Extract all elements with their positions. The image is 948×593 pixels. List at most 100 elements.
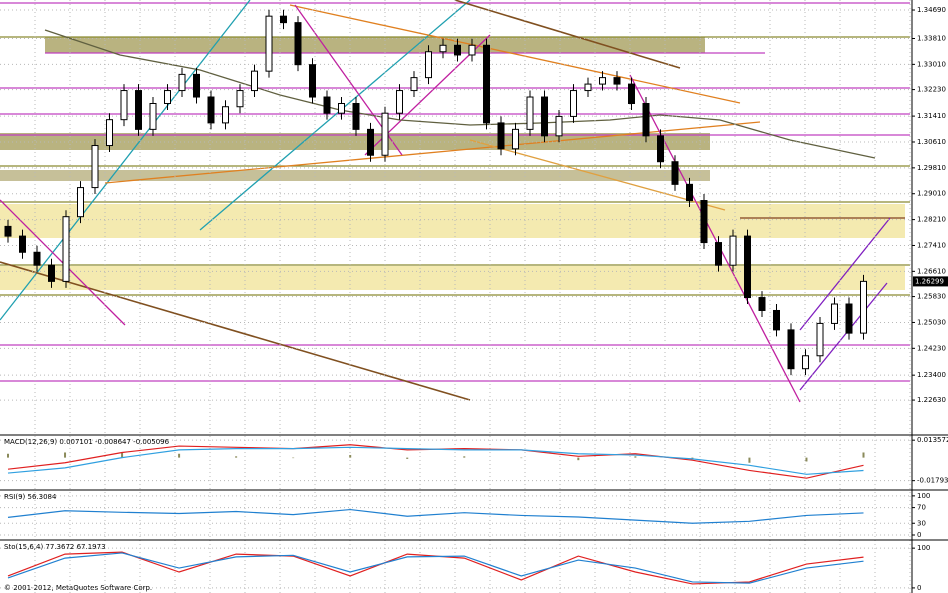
y-tick-label: -0.01793 (917, 477, 948, 485)
candle-body (570, 90, 577, 117)
candle-body (178, 73, 186, 92)
y-tick-label: 1.25030 (917, 318, 946, 326)
candle-body (657, 135, 664, 163)
candle-body (816, 322, 824, 357)
y-tick-label: 1.29010 (917, 190, 946, 198)
histogram-bar (292, 457, 295, 459)
histogram-bar (577, 457, 580, 461)
candle-body (4, 225, 12, 237)
candle-body (845, 303, 853, 334)
candle-body (526, 96, 534, 130)
candle-body (381, 112, 389, 156)
histogram-bar (634, 456, 637, 458)
candle-body (149, 102, 157, 130)
candle-body (425, 51, 432, 79)
histogram-bar (121, 452, 124, 458)
candle-body (483, 44, 490, 124)
candle-body (439, 44, 447, 53)
candle-body (497, 122, 505, 150)
candle-body (77, 187, 84, 218)
candle-body (352, 102, 360, 130)
histogram-bar (178, 453, 181, 458)
y-tick-label: 1.22630 (917, 396, 946, 404)
y-tick-label: 100 (917, 492, 930, 500)
y-tick-label: 100 (917, 544, 930, 552)
candle-body (19, 235, 26, 253)
y-tick-label: 1.27410 (917, 241, 946, 249)
histogram-bar (520, 457, 523, 459)
candle-body (584, 83, 592, 92)
candle-body (831, 303, 838, 324)
histogram-bar (463, 456, 466, 458)
histogram-bar (748, 457, 751, 463)
candle-body (91, 145, 99, 189)
candle-body (410, 77, 418, 92)
candle-body (468, 44, 476, 56)
candle-body (787, 329, 795, 370)
indicator-line (7, 446, 864, 475)
candle-body (599, 77, 606, 85)
candle-body (265, 15, 273, 72)
candle-body (860, 280, 867, 334)
y-tick-label: 1.26610 (917, 267, 946, 275)
indicator-line (7, 508, 864, 524)
histogram-bar (7, 453, 9, 458)
price-tag (913, 276, 948, 287)
annotations (0, 0, 910, 403)
candle-body (541, 96, 548, 137)
candle-body (700, 200, 708, 244)
candle-body (48, 264, 55, 282)
candle-body (294, 22, 302, 66)
candle-body (802, 355, 809, 370)
candle-body (729, 235, 737, 266)
candle-body (686, 183, 693, 202)
candle-body (671, 161, 679, 185)
y-tick-label: 1.33810 (917, 34, 946, 42)
y-tick-label: 0 (917, 531, 921, 539)
copyright: © 2001-2012, MetaQuotes Software Corp. (4, 584, 152, 592)
histogram-bar (349, 455, 352, 458)
y-tick-label: 1.23400 (917, 371, 946, 379)
histogram-bar (64, 452, 67, 458)
candle-body (309, 64, 316, 98)
candle-body (555, 115, 563, 137)
candle-body (280, 15, 287, 24)
indicator-title: MACD(12,26,9) 0.007101 -0.008647 -0.0050… (4, 438, 170, 446)
candle-body (236, 90, 244, 108)
y-tick-label: 1.29810 (917, 164, 946, 172)
y-tick-label: 0.013572 (917, 436, 948, 444)
candle-body (120, 90, 128, 121)
y-tick-label: 1.33010 (917, 60, 946, 68)
current-price-label: 1.26299 (915, 277, 944, 285)
candle-body (454, 44, 461, 56)
y-tick-label: 70 (917, 504, 926, 512)
y-tick-label: 1.31410 (917, 112, 946, 120)
candle-body (135, 90, 142, 130)
histogram-bar (805, 457, 808, 462)
candle-body (628, 83, 635, 104)
candle-body (773, 309, 780, 331)
candle-body (62, 216, 70, 282)
y-tick-label: 30 (917, 519, 926, 527)
candle-body (758, 297, 766, 311)
candle-body (251, 70, 258, 92)
candle-body (207, 96, 215, 124)
y-tick-label: 1.32230 (917, 86, 946, 94)
candle-body (512, 128, 519, 150)
histogram-bar (406, 457, 409, 459)
candle-body (33, 251, 41, 266)
candle-body (106, 119, 113, 147)
y-tick-label: 1.34690 (917, 6, 946, 14)
candle-body (744, 235, 751, 299)
y-tick-label: 0 (917, 584, 921, 592)
histogram-bar (862, 452, 865, 458)
indicator-title: RSI(9) 56.3084 (4, 493, 57, 501)
y-tick-label: 1.25830 (917, 293, 946, 301)
y-tick-label: 1.28210 (917, 216, 946, 224)
indicator-title: Sto(15,6,4) 77.3672 67.1973 (4, 543, 106, 551)
candle-body (164, 90, 171, 104)
candle-body (642, 102, 650, 137)
indicator-line (7, 552, 864, 584)
